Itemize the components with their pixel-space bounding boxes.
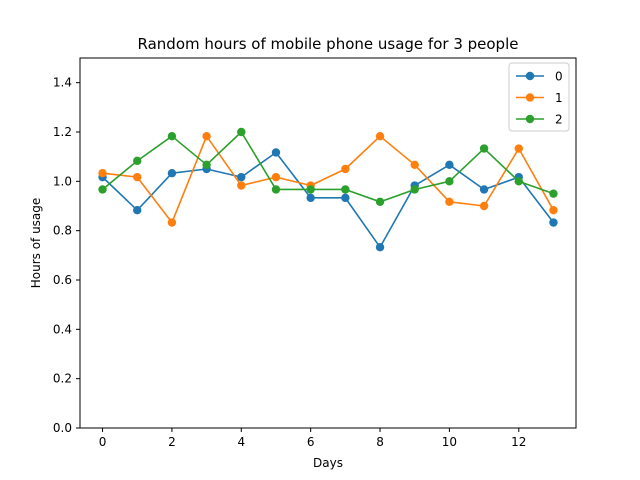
x-tick-label: 0 bbox=[99, 435, 107, 449]
data-point bbox=[445, 177, 454, 186]
series-1 bbox=[98, 131, 558, 227]
data-point bbox=[133, 172, 142, 182]
series-0 bbox=[98, 148, 558, 252]
data-point bbox=[271, 185, 281, 194]
y-tick-label: 0.8 bbox=[53, 224, 72, 238]
legend-marker bbox=[525, 71, 535, 81]
y-tick-label: 0.0 bbox=[53, 421, 72, 435]
data-point bbox=[549, 189, 558, 198]
legend-label: 2 bbox=[555, 113, 563, 127]
x-axis-ticks: 0 2 4 6 8 10 12 bbox=[99, 428, 526, 449]
data-point bbox=[341, 193, 350, 203]
x-tick-label: 8 bbox=[376, 435, 384, 449]
series-2 bbox=[98, 127, 558, 207]
data-point bbox=[306, 185, 315, 194]
x-tick-label: 6 bbox=[307, 435, 315, 449]
data-point bbox=[237, 181, 246, 190]
x-tick-label: 2 bbox=[168, 435, 176, 449]
legend-label: 0 bbox=[555, 70, 563, 84]
data-point bbox=[375, 131, 385, 141]
data-point bbox=[514, 177, 523, 186]
data-point bbox=[341, 185, 350, 194]
x-tick-label: 10 bbox=[442, 435, 457, 449]
data-point bbox=[306, 193, 315, 203]
legend-marker bbox=[525, 93, 535, 102]
legend-item: 2 bbox=[516, 113, 563, 127]
data-point bbox=[514, 144, 523, 153]
series-line bbox=[102, 135, 555, 224]
y-tick-label: 1.4 bbox=[53, 76, 72, 90]
chart-title: Random hours of mobile phone usage for 3… bbox=[138, 35, 519, 53]
series-line bbox=[101, 151, 555, 248]
data-point bbox=[410, 185, 419, 194]
legend-items: 0 1 2 bbox=[516, 70, 563, 127]
x-tick-label: 4 bbox=[237, 435, 245, 449]
y-tick-label: 0.2 bbox=[53, 372, 72, 386]
data-point bbox=[98, 185, 107, 194]
data-point bbox=[167, 168, 177, 178]
data-point bbox=[133, 205, 142, 215]
data-point bbox=[167, 218, 177, 227]
data-point bbox=[202, 160, 211, 170]
legend-label: 1 bbox=[555, 91, 563, 105]
data-point bbox=[341, 164, 350, 174]
data-point bbox=[479, 144, 489, 153]
y-tick-label: 0.4 bbox=[53, 322, 72, 336]
x-axis-label: Days bbox=[313, 456, 343, 470]
data-point bbox=[202, 131, 211, 141]
y-tick-label: 1.0 bbox=[53, 174, 72, 188]
legend-item: 0 bbox=[516, 70, 563, 84]
legend-item: 1 bbox=[516, 91, 563, 105]
data-point bbox=[237, 172, 246, 182]
plot-area-frame bbox=[79, 57, 577, 429]
data-point bbox=[445, 197, 454, 207]
data-point bbox=[479, 185, 489, 194]
data-point bbox=[271, 172, 281, 182]
data-point bbox=[549, 205, 558, 215]
data-point bbox=[237, 127, 246, 137]
series-line bbox=[102, 131, 554, 203]
data-point bbox=[410, 160, 419, 170]
data-point bbox=[271, 148, 281, 157]
y-axis-label: Hours of usage bbox=[29, 198, 43, 289]
series-layer bbox=[98, 127, 558, 252]
x-tick-label: 12 bbox=[511, 435, 526, 449]
data-point bbox=[445, 160, 454, 170]
data-point bbox=[167, 131, 177, 141]
y-tick-label: 1.2 bbox=[53, 125, 72, 139]
data-point bbox=[549, 218, 558, 227]
data-point bbox=[479, 201, 489, 211]
legend: 0 1 2 bbox=[508, 62, 570, 132]
data-point bbox=[375, 197, 385, 207]
y-axis-ticks: 0.0 0.2 0.4 0.6 0.8 1.0 1.2 1.4 bbox=[53, 76, 80, 435]
y-tick-label: 0.6 bbox=[53, 273, 72, 287]
data-point bbox=[98, 168, 107, 178]
data-point bbox=[133, 156, 142, 166]
data-point bbox=[375, 242, 385, 252]
legend-marker bbox=[525, 114, 535, 124]
